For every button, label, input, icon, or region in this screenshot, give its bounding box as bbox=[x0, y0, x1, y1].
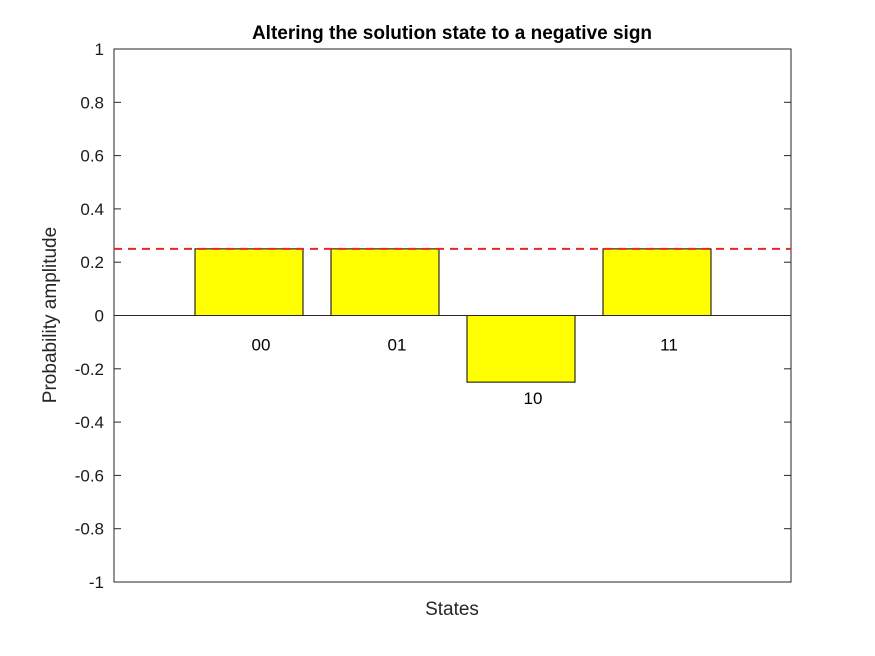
y-tick-label: 0.6 bbox=[80, 147, 104, 166]
y-tick-label: -0.4 bbox=[75, 413, 104, 432]
bars bbox=[194, 248, 712, 383]
bar-labels: 00 01 10 11 bbox=[252, 336, 678, 409]
y-tick-label: -0.6 bbox=[75, 466, 104, 485]
x-axis-label: States bbox=[425, 599, 479, 620]
plot-area: -1 -0.8 -0.6 -0.4 -0.2 0 0.2 0.4 0.6 0.8 1 00 01 10 1… bbox=[75, 40, 792, 592]
bar-00 bbox=[194, 248, 304, 316]
bar-label-11: 11 bbox=[660, 336, 678, 355]
bar-01 bbox=[330, 248, 440, 316]
y-tick-label: -0.8 bbox=[75, 520, 104, 539]
y-tick-label: 1 bbox=[95, 40, 104, 59]
y-tick-label: 0.2 bbox=[80, 253, 104, 272]
bar-10 bbox=[466, 315, 576, 383]
y-tick-label: -0.2 bbox=[75, 360, 104, 379]
bar-label-00: 00 bbox=[252, 336, 271, 355]
y-axis-label: Probability amplitude bbox=[40, 227, 61, 403]
bar-label-10: 10 bbox=[524, 389, 543, 408]
y-tick-label: 0 bbox=[95, 307, 104, 326]
chart-title: Altering the solution state to a negativ… bbox=[252, 23, 652, 44]
y-tick-label: -1 bbox=[89, 573, 104, 592]
bar-11 bbox=[602, 248, 712, 316]
bar-label-01: 01 bbox=[388, 336, 407, 355]
y-tick-label: 0.8 bbox=[80, 93, 104, 112]
y-tick-label: 0.4 bbox=[80, 200, 104, 219]
